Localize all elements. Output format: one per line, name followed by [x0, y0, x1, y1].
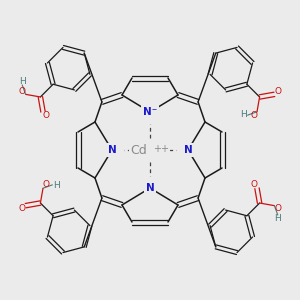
Text: N⁻: N⁻: [143, 107, 157, 117]
Text: O: O: [275, 87, 282, 96]
Text: ++: ++: [153, 144, 169, 154]
Text: H: H: [53, 181, 60, 190]
Text: O: O: [250, 111, 257, 120]
Text: N: N: [184, 145, 192, 155]
Text: O: O: [43, 111, 50, 120]
Text: O: O: [43, 180, 50, 189]
Text: Cd: Cd: [130, 143, 147, 157]
Text: H: H: [240, 110, 247, 119]
Text: N: N: [108, 145, 116, 155]
Text: H: H: [274, 214, 280, 224]
Text: N: N: [146, 183, 154, 193]
Text: O: O: [18, 87, 25, 96]
Text: O: O: [275, 204, 282, 213]
Text: O: O: [18, 204, 25, 213]
Text: O: O: [250, 180, 257, 189]
Text: H: H: [20, 76, 26, 85]
